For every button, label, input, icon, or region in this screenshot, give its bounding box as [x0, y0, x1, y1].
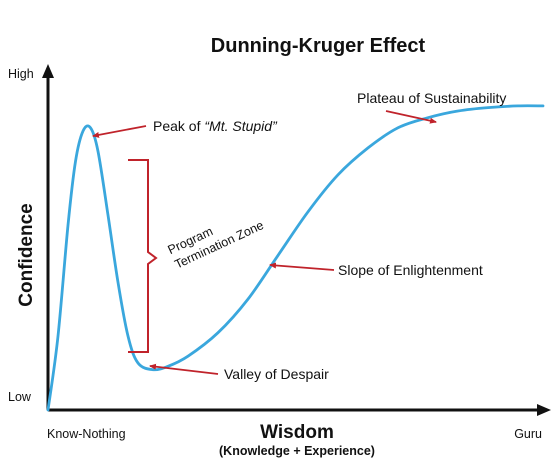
annotation-valley: Valley of Despair: [224, 366, 329, 382]
annotation-slope: Slope of Enlightenment: [338, 262, 483, 278]
y-axis-arrowhead: [42, 64, 54, 78]
annotation-peak: Peak of “Mt. Stupid”: [153, 118, 278, 134]
x-tick-label-know-nothing: Know-Nothing: [47, 427, 126, 441]
arrow-plateau: [385, 110, 437, 124]
termination-zone-bracket: [128, 159, 158, 353]
x-axis-arrowhead: [537, 404, 551, 416]
series-line: [46, 104, 545, 412]
annotation-termination-zone: Program Termination Zone: [166, 218, 266, 272]
arrow-valley: [149, 363, 219, 375]
annotation-peak-label: Peak of: [153, 118, 201, 134]
arrow-peak: [92, 125, 147, 138]
x-axis-sublabel: (Knowledge + Experience): [219, 444, 375, 458]
arrow-slope: [269, 262, 335, 271]
annotation-plateau: Plateau of Sustainability: [357, 90, 506, 106]
x-tick-label-guru: Guru: [514, 427, 542, 441]
annotation-peak-emphasis: “Mt. Stupid”: [204, 118, 278, 134]
x-axis-label: Wisdom: [260, 422, 334, 443]
y-axis-label: Confidence: [16, 203, 37, 306]
y-tick-label-high: High: [8, 67, 34, 81]
y-tick-label-low: Low: [8, 390, 32, 404]
chart-title: Dunning-Kruger Effect: [211, 35, 426, 57]
